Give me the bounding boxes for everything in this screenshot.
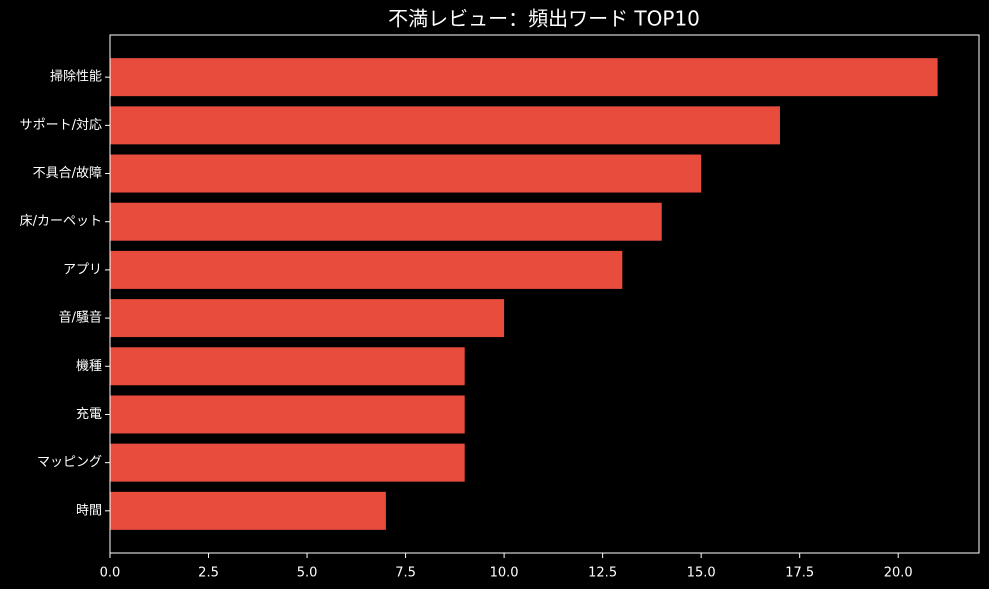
chart-title: 不満レビュー：頻出ワード TOP10 (388, 7, 700, 31)
y-tick-label: 充電 (76, 406, 102, 422)
x-tick-label: 0.0 (100, 566, 121, 581)
bar (110, 443, 465, 482)
x-tick-label: 12.5 (588, 566, 617, 581)
x-tick-label: 15.0 (687, 566, 716, 581)
bar (110, 250, 623, 289)
bar (110, 202, 662, 241)
y-tick-label: 機種 (76, 358, 102, 374)
y-tick-label: サポート/対応 (20, 118, 102, 133)
y-tick-label: 不具合/故障 (33, 166, 102, 181)
bar (110, 395, 465, 434)
bar (110, 347, 465, 386)
bar (110, 154, 702, 193)
bar (110, 491, 386, 530)
y-tick-label: 音/騒音 (59, 310, 102, 326)
x-tick-label: 10.0 (490, 566, 519, 581)
y-tick-label: 掃除性能 (50, 69, 102, 85)
plot-frame (109, 34, 980, 554)
x-tick-label: 17.5 (785, 566, 814, 581)
y-tick-label: 床/カーペット (20, 214, 102, 229)
x-tick-label: 5.0 (297, 566, 318, 581)
y-tick-label: 時間 (76, 503, 102, 518)
y-tick-label: マッピング (37, 455, 102, 470)
bar (110, 106, 780, 145)
x-tick-label: 7.5 (395, 566, 416, 581)
bar (110, 58, 938, 97)
bar (110, 299, 505, 338)
y-tick-label: アプリ (63, 262, 102, 277)
x-tick-label: 2.5 (198, 566, 219, 581)
x-tick-label: 20.0 (884, 566, 913, 581)
